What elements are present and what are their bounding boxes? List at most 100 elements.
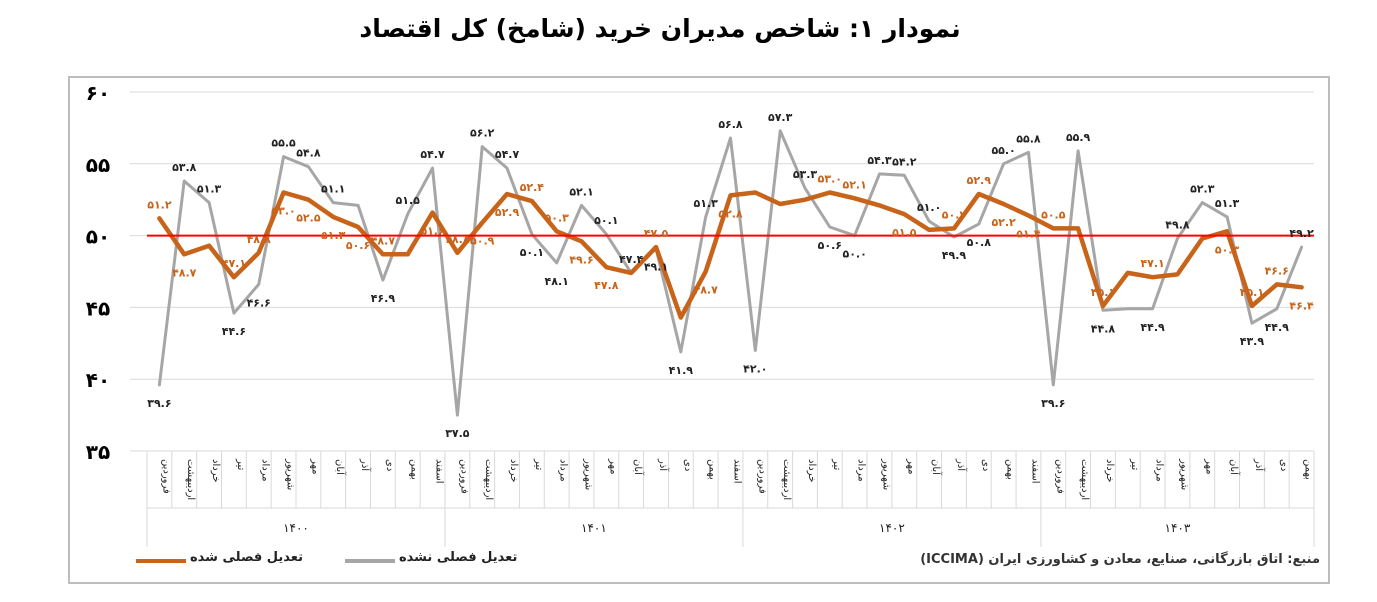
- data-label-unadjusted: ۵۰.۸: [967, 236, 992, 249]
- x-tick-label: خرداد: [806, 459, 817, 482]
- x-tick-label: اردیبهشت: [781, 459, 792, 500]
- source-note: منبع: اتاق بازرگانی، صنایع، معادن و کشاو…: [920, 552, 1320, 567]
- data-label-unadjusted: ۴۹.۱: [644, 261, 668, 274]
- x-tick-label: آبان: [1228, 459, 1241, 476]
- data-label-unadjusted: ۴۱.۹: [669, 364, 694, 377]
- legend-swatch-adjusted: [136, 559, 186, 563]
- y-tick-label: ۴۰: [86, 368, 110, 392]
- x-tick-label: فروردین: [160, 459, 171, 494]
- data-label-adjusted: ۵۰.۹: [470, 235, 495, 248]
- data-label-unadjusted: ۴۶.۶: [247, 296, 271, 309]
- data-label-adjusted: ۴۸.۷: [371, 234, 396, 247]
- x-tick-label: مهر: [309, 458, 320, 474]
- data-label-unadjusted: ۴۲.۰: [743, 362, 767, 375]
- axis-labels: ۶۰ ۵۵ ۵۰ ۴۵ ۴۰ ۳۵ فروردین اردیبهشت خرداد تیر مرداد…: [86, 81, 1314, 535]
- data-label-unadjusted: ۵۱.۵: [396, 194, 421, 207]
- legend-item-adjusted: تعدیل فصلی شده: [190, 550, 304, 565]
- data-label-unadjusted: ۵۷.۳: [768, 111, 793, 124]
- data-label-unadjusted: ۵۴.۷: [420, 148, 445, 161]
- data-label-adjusted: ۵۱.۶: [420, 225, 444, 238]
- data-label-unadjusted: ۳۹.۶: [1041, 397, 1065, 410]
- x-tick-label: آذر: [657, 458, 670, 472]
- year-label: ۱۴۰۱: [581, 521, 607, 535]
- y-tick-label: ۳۵: [86, 440, 110, 464]
- x-tick-label: بهمن: [707, 459, 718, 480]
- data-label-unadjusted: ۴۸.۱: [545, 275, 569, 288]
- x-tick-label: شهریور: [1178, 458, 1189, 490]
- data-label-unadjusted: ۵۵.۸: [1016, 132, 1041, 145]
- series-line-adjusted: [157, 190, 1304, 320]
- data-label-adjusted: ۴۹.۶: [569, 253, 593, 266]
- data-label-unadjusted: ۵۴.۳: [867, 154, 892, 167]
- x-tick-label: فروردین: [756, 459, 767, 494]
- data-label-adjusted: ۵۲.۹: [967, 174, 992, 187]
- y-tick-label: ۵۵: [86, 153, 110, 177]
- x-tick-label: اسفند: [732, 459, 743, 483]
- x-tick-label: فروردین: [1054, 459, 1065, 494]
- data-label-adjusted: ۵۱.۴: [1016, 227, 1041, 240]
- data-label-adjusted: ۵۲.۵: [296, 212, 321, 225]
- x-tick-label: تیر: [235, 458, 246, 471]
- data-label-adjusted: ۵۱.۵: [892, 226, 917, 239]
- data-label-unadjusted: ۵۵.۹: [1066, 131, 1091, 144]
- data-label-adjusted: ۵۰.۳: [1215, 243, 1240, 256]
- y-tick-label: ۴۵: [86, 296, 110, 320]
- x-tick-label: بهمن: [1303, 459, 1314, 480]
- series-line-unadjusted: [157, 129, 1304, 417]
- data-label-unadjusted: ۵۴.۷: [495, 148, 520, 161]
- x-tick-label: مهر: [1203, 458, 1214, 474]
- data-label-unadjusted: ۵۵.۵: [271, 137, 296, 150]
- data-label-adjusted: ۴۸.۸: [247, 233, 272, 246]
- data-label-adjusted: ۴۸.۷: [172, 266, 197, 279]
- data-label-unadjusted: ۵۶.۲: [470, 127, 495, 140]
- data-label-adjusted: ۵۱.۲: [147, 198, 172, 211]
- data-label-unadjusted: ۵۰.۱: [594, 214, 618, 227]
- x-tick-label: بهمن: [1005, 459, 1016, 480]
- data-label-unadjusted: ۴۳.۹: [1240, 335, 1265, 348]
- data-label-unadjusted: ۵۰.۱: [520, 246, 544, 259]
- data-label-adjusted: ۴۷.۱: [222, 257, 246, 270]
- chart-frame: [68, 76, 1330, 584]
- series-lines: [147, 129, 1314, 417]
- data-label-adjusted: ۴۷.۸: [594, 279, 619, 292]
- data-label-unadjusted: ۴۴.۶: [222, 325, 246, 338]
- data-label-adjusted: ۵۰.۶: [346, 239, 370, 252]
- y-tick-label: ۵۰: [86, 225, 110, 249]
- data-label-adjusted: ۵۲.۸: [718, 207, 743, 220]
- x-tick-label: شهریور: [583, 458, 594, 490]
- data-label-unadjusted: ۵۶.۸: [718, 118, 743, 131]
- data-label-unadjusted: ۴۴.۸: [1091, 322, 1116, 335]
- x-tick-label: تیر: [831, 458, 842, 471]
- data-label-adjusted: ۵۲.۹: [495, 206, 520, 219]
- x-tick-label: شهریور: [285, 458, 296, 490]
- data-label-unadjusted: ۵۰.۶: [818, 239, 842, 252]
- chart-title: نمودار ۱: شاخص مدیران خرید (شامخ) کل اقت…: [359, 14, 961, 43]
- x-tick-label: آذر: [955, 458, 968, 472]
- x-tick-label: دی: [384, 459, 395, 471]
- x-tick-label: اسفند: [434, 459, 445, 483]
- data-label-adjusted: ۴۸.۸: [445, 233, 470, 246]
- data-labels: ۳۹.۶۵۳.۸۵۱.۳۴۴.۶۴۶.۶۵۵.۵۵۴.۸۵۱.۱۴۶.۹۵۱.۵…: [147, 111, 1314, 440]
- data-label-adjusted: ۵۲.۲: [991, 216, 1016, 229]
- data-label-unadjusted: ۵۴.۲: [892, 155, 917, 168]
- x-tick-label: مرداد: [558, 459, 569, 482]
- data-label-unadjusted: ۴۹.۹: [942, 249, 967, 262]
- x-tick-label: تیر: [533, 458, 544, 471]
- data-label-adjusted: ۵۰.۷: [942, 208, 967, 221]
- data-label-adjusted: ۴۶.۴: [1289, 299, 1314, 312]
- x-tick-label: مهر: [607, 458, 618, 474]
- year-label: ۱۴۰۰: [283, 521, 309, 535]
- x-tick-label: خرداد: [508, 459, 519, 482]
- x-tick-label: آذر: [359, 458, 372, 472]
- x-tick-label: مرداد: [260, 459, 271, 482]
- x-tick-label: اردیبهشت: [185, 459, 196, 500]
- data-label-unadjusted: ۴۹.۸: [1165, 218, 1190, 231]
- data-label-unadjusted: ۵۲.۳: [1190, 183, 1215, 196]
- data-label-adjusted: ۴۶.۶: [1265, 264, 1289, 277]
- data-label-unadjusted: ۵۱.۳: [197, 183, 222, 196]
- data-label-unadjusted: ۳۷.۵: [445, 427, 470, 440]
- x-tick-label: مرداد: [1154, 459, 1165, 482]
- x-tick-label: مهر: [905, 458, 916, 474]
- data-label-adjusted: ۵۱.۳: [321, 229, 346, 242]
